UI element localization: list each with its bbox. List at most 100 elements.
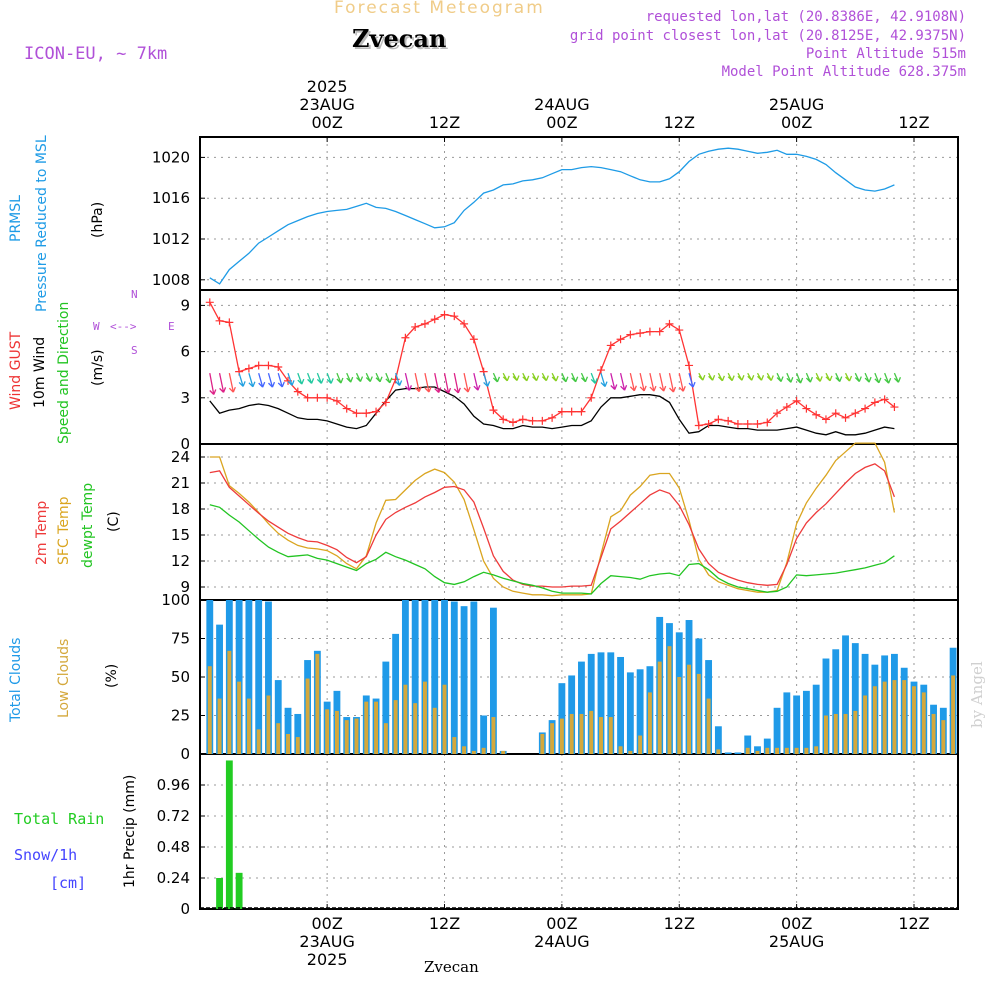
wind-arrow bbox=[610, 373, 618, 390]
time-label-bottom: 25AUG bbox=[769, 932, 824, 951]
wind-arrow bbox=[893, 372, 902, 383]
low-cloud-bar bbox=[413, 703, 418, 754]
wind-arrow bbox=[414, 373, 422, 393]
wind-arrow bbox=[531, 372, 540, 382]
y-tick-label: 0.24 bbox=[157, 869, 190, 887]
wind-arrow bbox=[385, 372, 393, 384]
y-tick-label: 75 bbox=[171, 630, 190, 648]
gridpoint-lonlat: grid point closest lon,lat (20.8125E, 42… bbox=[569, 28, 966, 44]
wind-arrow bbox=[708, 372, 716, 381]
time-label-bottom: 23AUG bbox=[299, 932, 354, 951]
low-cloud-bar bbox=[334, 710, 339, 754]
low-cloud-bar bbox=[804, 747, 809, 754]
low-cloud-bar bbox=[872, 686, 877, 754]
gust-marker bbox=[313, 393, 322, 402]
total-cloud-bar bbox=[607, 652, 615, 754]
low-cloud-bar bbox=[951, 675, 956, 754]
time-label-bottom: 00Z bbox=[311, 914, 342, 933]
low-cloud-bar bbox=[814, 746, 819, 754]
gust-marker bbox=[685, 361, 694, 370]
gust-marker bbox=[587, 393, 596, 402]
wind-arrow bbox=[590, 372, 598, 384]
sfc-temp-line bbox=[209, 442, 896, 597]
rain-bar bbox=[216, 878, 223, 909]
low-cloud-bar bbox=[882, 681, 887, 754]
gust-line bbox=[209, 301, 895, 427]
gust-marker bbox=[372, 407, 381, 416]
low-cloud-bar bbox=[559, 718, 564, 754]
footer-station: Zvecan bbox=[424, 958, 479, 976]
gust-marker bbox=[303, 393, 312, 402]
wind-arrow bbox=[698, 372, 706, 381]
low-cloud-bar bbox=[745, 747, 750, 754]
time-label-top: 12Z bbox=[898, 113, 929, 132]
gust-marker bbox=[636, 329, 645, 338]
wind-arrow bbox=[649, 373, 657, 392]
low-cloud-bar bbox=[246, 698, 251, 754]
wind-arrow bbox=[483, 372, 491, 387]
gust-marker bbox=[293, 387, 302, 396]
wind-arrow bbox=[209, 373, 217, 395]
gust-marker bbox=[489, 406, 498, 415]
total-cloud-bar bbox=[822, 658, 830, 754]
gust-marker bbox=[880, 395, 889, 404]
gust-marker bbox=[430, 315, 439, 324]
total-cloud-bar bbox=[793, 695, 801, 754]
low-cloud-bar bbox=[256, 729, 261, 754]
total-cloud-bar bbox=[763, 738, 771, 754]
low-cloud-bar bbox=[755, 750, 760, 754]
total-cloud-bar bbox=[832, 649, 840, 754]
time-label-top: 00Z bbox=[781, 113, 812, 132]
wind-arrow bbox=[727, 372, 735, 382]
total-cloud-bar bbox=[441, 600, 448, 754]
time-label-top: 2025 bbox=[307, 77, 348, 96]
wind-arrow bbox=[218, 373, 227, 393]
gust-marker bbox=[460, 319, 469, 328]
low-cloud-bar bbox=[471, 750, 476, 754]
time-label-top: 23AUG bbox=[299, 95, 354, 114]
y-tick-label: 25 bbox=[171, 707, 190, 725]
total-cloud-bar bbox=[411, 600, 419, 754]
total-rain-label: Total Rain bbox=[14, 810, 105, 828]
low-cloud-bar bbox=[364, 701, 369, 754]
low-cloud-bar bbox=[432, 707, 437, 754]
wind10-line bbox=[209, 386, 895, 436]
y-tick-label: 21 bbox=[171, 474, 190, 492]
gust-marker bbox=[724, 416, 733, 425]
total-cloud-bar bbox=[597, 652, 605, 754]
low-cloud-bar bbox=[657, 661, 662, 754]
low-cloud-bar bbox=[305, 678, 310, 754]
gust-marker bbox=[362, 409, 371, 418]
time-label-bottom: 12Z bbox=[429, 914, 460, 933]
gust-marker bbox=[616, 335, 625, 344]
y-tick-label: 24 bbox=[171, 448, 190, 466]
low-cloud-bar bbox=[491, 717, 496, 754]
prmsl-line bbox=[209, 147, 895, 285]
wind-arrow bbox=[747, 372, 755, 381]
low-cloud-bar bbox=[403, 684, 408, 754]
low-cloud-bar bbox=[833, 713, 838, 754]
gust-marker bbox=[743, 419, 752, 428]
low-cloud-bar bbox=[618, 746, 623, 754]
gust-marker bbox=[606, 341, 615, 350]
low-cloud-bar bbox=[863, 695, 868, 754]
gust-marker bbox=[841, 413, 850, 422]
wind-arrow bbox=[365, 372, 373, 383]
wind-arrow bbox=[619, 373, 628, 391]
wind-arrow bbox=[854, 372, 862, 383]
wind-arrow bbox=[522, 372, 530, 382]
low-cloud-bar bbox=[843, 713, 848, 754]
total-cloud-bar bbox=[587, 653, 595, 754]
wind-arrow bbox=[375, 372, 383, 383]
low-cloud-bar bbox=[824, 715, 828, 754]
gust-marker bbox=[870, 398, 879, 407]
total-cloud-bar bbox=[392, 633, 400, 754]
low-cloud-bar bbox=[383, 723, 388, 754]
snow-label: Snow/1h bbox=[14, 846, 78, 864]
total-cloud-bar bbox=[255, 600, 263, 754]
wind-arrow bbox=[404, 373, 412, 391]
panel-frame bbox=[199, 136, 959, 291]
wind-arrow bbox=[766, 372, 774, 381]
gust-marker bbox=[733, 419, 742, 428]
wind-arrow bbox=[639, 373, 647, 392]
